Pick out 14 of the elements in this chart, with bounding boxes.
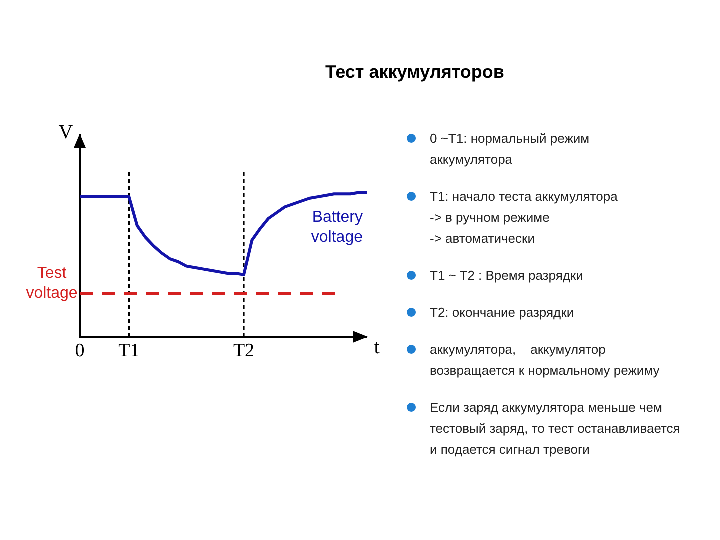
text: 0 ~T1: нормальный режим аккумулятора xyxy=(430,130,591,169)
text: T2: окончание разрядки xyxy=(430,304,576,322)
text: T1 ~ T2 : Время разрядки xyxy=(430,267,584,285)
ref-line-label: Test voltage xyxy=(26,265,78,302)
x-tick-label: 0 xyxy=(75,340,85,362)
y-axis-title: V xyxy=(58,121,74,144)
x-tick-label: T1 xyxy=(118,340,140,362)
text: T1: начало теста аккумулятора -> в ручном режиме -> автоматически xyxy=(430,188,619,248)
text: Тест аккумуляторов xyxy=(324,61,506,83)
series-label: Battery voltage xyxy=(311,209,364,246)
x-axis-title: t xyxy=(374,336,380,358)
text: аккумулятора, аккумулятор возвращается к нормальному режиму xyxy=(430,341,661,380)
text: Если заряд аккумулятора меньше чем тестовый заряд, то тест останавливается и подается сигнал тревоги xyxy=(430,399,682,459)
x-tick-label: T2 xyxy=(233,340,255,362)
